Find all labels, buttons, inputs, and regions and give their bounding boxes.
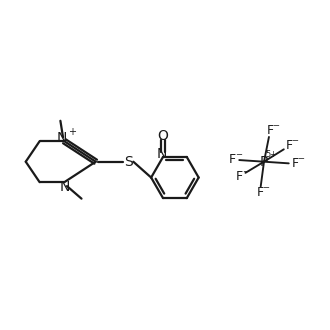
Text: F: F bbox=[286, 139, 293, 152]
Text: 5+: 5+ bbox=[265, 150, 277, 159]
Text: F: F bbox=[267, 124, 274, 137]
Text: S: S bbox=[124, 155, 132, 169]
Text: O: O bbox=[158, 128, 168, 143]
Text: −: − bbox=[272, 121, 280, 130]
Text: P: P bbox=[260, 155, 268, 169]
Text: −: − bbox=[297, 154, 305, 163]
Text: F: F bbox=[229, 153, 236, 166]
Text: F: F bbox=[236, 170, 243, 183]
Text: +: + bbox=[68, 127, 76, 137]
Text: −: − bbox=[262, 183, 269, 192]
Text: −: − bbox=[242, 167, 249, 176]
Text: N: N bbox=[156, 147, 167, 161]
Text: −: − bbox=[291, 136, 299, 146]
Text: N: N bbox=[56, 131, 67, 145]
Text: −: − bbox=[235, 150, 242, 159]
Text: F: F bbox=[256, 186, 263, 200]
Text: N: N bbox=[59, 180, 70, 194]
Text: F: F bbox=[292, 157, 299, 170]
